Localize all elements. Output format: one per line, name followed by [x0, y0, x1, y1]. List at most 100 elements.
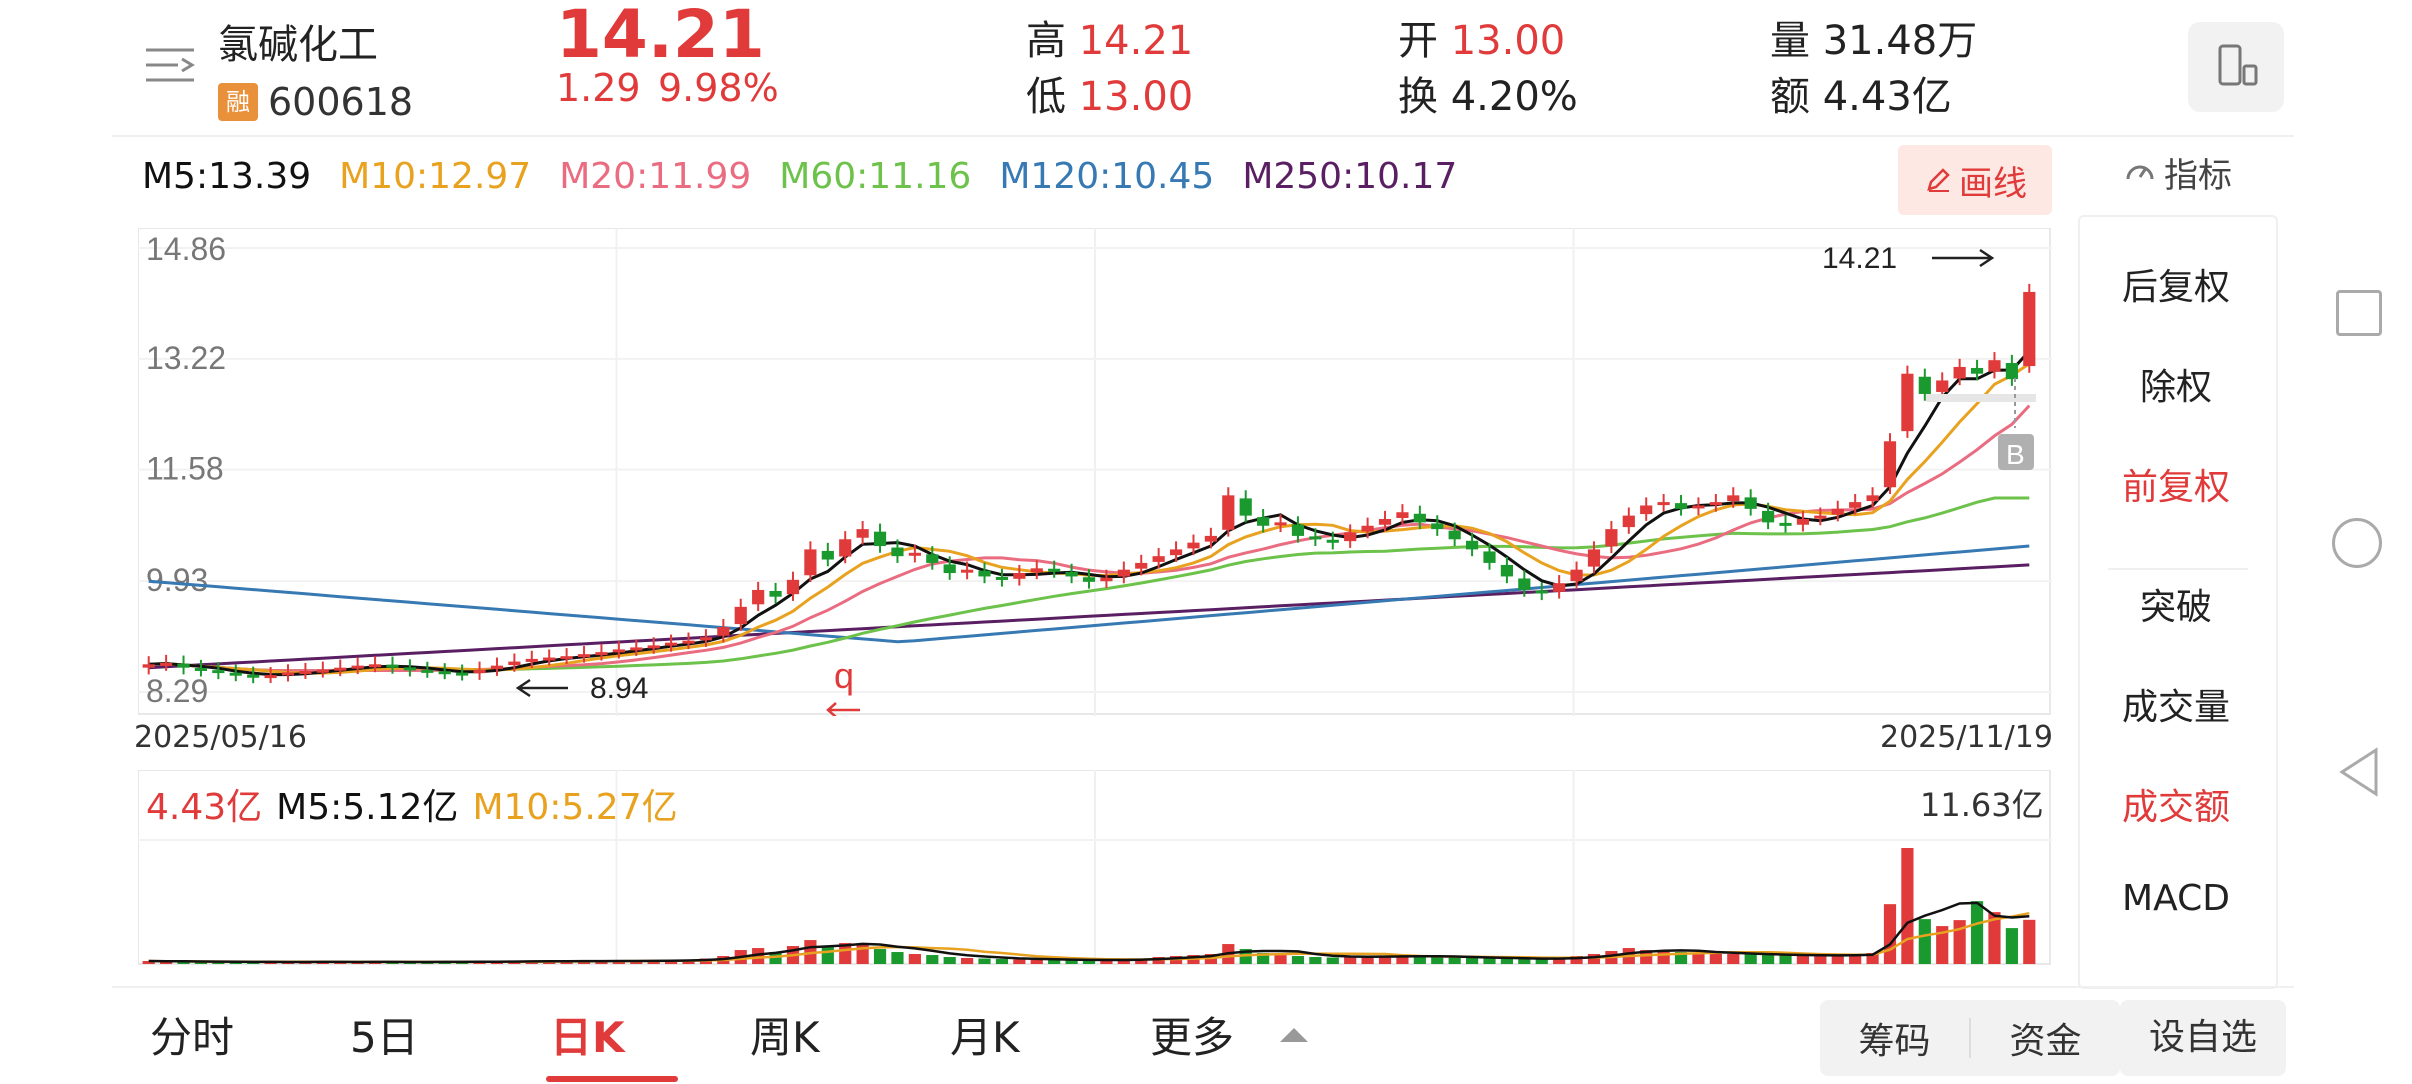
add-watchlist-button[interactable]: 设自选: [2120, 1000, 2286, 1076]
candle-body: [351, 665, 364, 669]
volume-bar: [908, 954, 921, 964]
candle-body: [1535, 590, 1548, 594]
volume-bar: [160, 961, 173, 964]
volume-bar: [1744, 954, 1757, 964]
candle-body: [978, 570, 991, 577]
candle-body: [995, 576, 1009, 580]
candle-body: [1361, 525, 1374, 532]
candlestick-chart[interactable]: 14.86 13.22 11.58 9.93 8.29 14.21 8.94 q B: [138, 228, 2052, 716]
candle-body: [2023, 291, 2036, 367]
price-change: 1.29: [556, 66, 641, 110]
candle-body: [786, 579, 800, 595]
side-menu-item-6[interactable]: MACD: [2122, 878, 2230, 919]
y-tick-label: 9.93: [146, 562, 208, 598]
stock-name: 氯碱化工: [218, 22, 378, 68]
side-menu-item-0[interactable]: 后复权: [2121, 267, 2230, 308]
volume-bar: [1309, 957, 1322, 964]
b-marker-label: B: [2006, 439, 2025, 470]
candle-body: [1692, 505, 1705, 509]
b-marker-box: [1998, 434, 2034, 470]
indicator-button[interactable]: 指标: [2122, 148, 2232, 197]
candle-body: [1918, 376, 1931, 394]
candle-body: [804, 549, 817, 576]
candle-body: [943, 564, 956, 574]
volume-bar: [142, 961, 155, 964]
candle-body: [316, 669, 329, 673]
min-arrow-icon: [515, 678, 568, 698]
volume-bar: [1065, 960, 1078, 964]
candle-body: [281, 672, 295, 676]
candle-body: [1309, 536, 1322, 540]
draw-line-button[interactable]: 画线: [1898, 145, 2052, 215]
side-menu-separator: [2108, 568, 2248, 570]
volume-bar: [1901, 848, 1914, 964]
volume-bar: [2023, 919, 2036, 964]
candle-body: [926, 554, 939, 563]
volume-bar: [821, 946, 834, 964]
max-price-label: 14.21: [1822, 242, 1897, 275]
candle-body: [752, 589, 765, 605]
side-menu-item-5[interactable]: 成交额: [2121, 787, 2230, 828]
volume-m10-label: M10:5.27亿: [472, 787, 678, 828]
candle-body: [769, 590, 782, 597]
y-tick-label: 11.58: [146, 451, 224, 487]
side-menu-item-3[interactable]: 突破: [2139, 587, 2212, 628]
candle-body: [630, 647, 643, 651]
candle-body: [1239, 498, 1252, 516]
candle-body: [873, 531, 887, 547]
volume-bar: [1657, 951, 1670, 964]
volume-bar: [1030, 959, 1043, 964]
side-menu-item-1[interactable]: 除权: [2139, 367, 2212, 408]
volume-bar: [1674, 952, 1688, 964]
volume-bar: [1448, 957, 1461, 964]
volume-bar: [1013, 959, 1026, 964]
draw-line-label: 画线: [1959, 163, 2027, 204]
candle-body: [699, 637, 713, 641]
volume-bar: [1082, 960, 1096, 964]
more-arrow-icon[interactable]: [1280, 1028, 1308, 1042]
phone-rotate-icon: [2218, 44, 2258, 86]
tab-5[interactable]: 更多: [1150, 1013, 1235, 1062]
volume-label: 量: [1770, 18, 1810, 64]
landscape-toggle-button[interactable]: [2188, 22, 2284, 112]
tab-4[interactable]: 月K: [950, 1013, 1020, 1062]
candle-body: [456, 672, 469, 676]
tab-2[interactable]: 日K: [550, 1013, 625, 1062]
candle-body: [508, 661, 521, 666]
tab-0[interactable]: 分时: [150, 1013, 235, 1062]
volume-chart[interactable]: [138, 770, 2052, 966]
volume-bar: [177, 961, 190, 964]
candle-body: [212, 670, 225, 674]
candle-body: [160, 662, 173, 666]
candle-body: [1117, 569, 1130, 577]
home-nav-button[interactable]: [2332, 518, 2382, 568]
candle-body: [1518, 578, 1531, 590]
back-nav-button[interactable]: [2336, 746, 2380, 798]
pencil-icon: [1927, 168, 1950, 192]
recents-nav-button[interactable]: [2336, 290, 2382, 336]
candle-body: [1396, 512, 1409, 518]
side-menu-item-2[interactable]: 前复权: [2121, 467, 2230, 508]
volume-bar: [1727, 954, 1740, 964]
tab-1[interactable]: 5日: [350, 1013, 419, 1062]
candle-body: [142, 664, 155, 668]
ma10-label: M10:12.97: [339, 156, 532, 197]
candle-body: [334, 667, 347, 671]
candle-body: [1344, 532, 1357, 542]
volume-m5-label: M5:5.12亿: [276, 787, 459, 828]
candle-body: [1048, 568, 1061, 572]
funds-button[interactable]: 资金: [2009, 1021, 2082, 1062]
ma250-line: [148, 563, 2030, 670]
volume-value: 31.48万: [1822, 18, 1978, 64]
volume-bar: [1692, 953, 1705, 964]
volume-bar: [1779, 955, 1792, 964]
chips-button[interactable]: 筹码: [1858, 1021, 1931, 1062]
menu-icon[interactable]: [142, 40, 198, 90]
candle-body: [1291, 524, 1305, 536]
candle-body: [1135, 562, 1148, 569]
side-menu-item-4[interactable]: 成交量: [2121, 687, 2230, 728]
volume-bar: [1953, 920, 1966, 964]
amount-label: 额: [1770, 74, 1810, 120]
tab-3[interactable]: 周K: [750, 1013, 820, 1062]
min-price-label: 8.94: [590, 672, 648, 705]
